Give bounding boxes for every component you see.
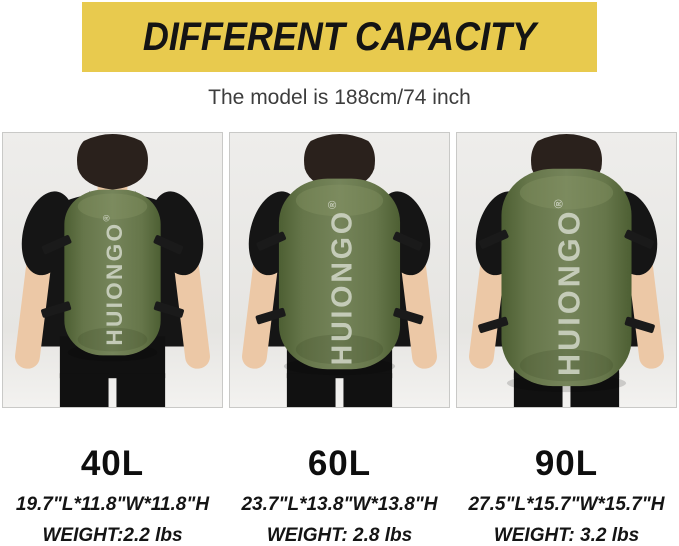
bag-body xyxy=(64,189,161,356)
bag-strap xyxy=(153,301,184,318)
bag-strap xyxy=(393,307,424,325)
bag-top-sheen xyxy=(519,175,614,210)
model-right-sleeve xyxy=(150,191,204,276)
dimensions-label: 19.7"L*11.8"W*11.8"H xyxy=(15,494,210,515)
product-photo-svg: HUIONGO® xyxy=(457,133,676,407)
bag-strap xyxy=(256,231,287,251)
model-height-note: The model is 188cm/74 inch xyxy=(208,86,471,109)
product-photo-60l: HUIONGO® xyxy=(229,132,450,408)
model-left-leg xyxy=(286,373,336,407)
bag-strap xyxy=(153,235,184,255)
product-photo-svg: HUIONGO® xyxy=(3,133,222,407)
model-right-leg xyxy=(116,373,166,407)
bag-brand-logo: HUIONGO® xyxy=(327,198,359,366)
bag-strap xyxy=(478,316,509,334)
bag-strap xyxy=(255,307,286,325)
weight-label: WEIGHT: 2.8 lbs xyxy=(266,525,413,546)
bag-top-sheen xyxy=(77,193,148,220)
model-right-arm xyxy=(400,248,437,369)
product-photo-svg: HUIONGO® xyxy=(230,133,449,407)
capacity-panel-90l: HUIONGO® 90L 27.5"L*15.7"W*15.7"H WEIGHT… xyxy=(456,132,677,545)
capacity-label: 90L xyxy=(534,444,599,483)
bag-strap xyxy=(392,231,423,251)
bag-top-sheen xyxy=(295,184,384,217)
model-left-sleeve xyxy=(21,191,75,276)
model-left-arm xyxy=(15,248,52,369)
model-hair xyxy=(77,133,148,190)
capacity-panels: HUIONGO® 40L 19.7"L*11.8"W*11.8"H WEIGHT… xyxy=(0,132,679,545)
capacity-label: 40L xyxy=(80,444,145,483)
bag-brand-logo: HUIONGO® xyxy=(102,213,127,346)
caption-60l: 60L 23.7"L*13.8"W*13.8"H WEIGHT: 2.8 lbs xyxy=(229,446,450,545)
caption-90l: 90L 27.5"L*15.7"W*15.7"H WEIGHT: 3.2 lbs xyxy=(456,446,677,545)
model-right-leg xyxy=(343,373,393,407)
weight-label: WEIGHT: 3.2 lbs xyxy=(493,525,640,546)
duffel-bag: HUIONGO® xyxy=(41,189,184,362)
caption-40l: 40L 19.7"L*11.8"W*11.8"H WEIGHT:2.2 lbs xyxy=(2,446,223,545)
bag-body xyxy=(278,178,401,370)
bag-bottom-shade xyxy=(295,334,384,365)
weight-label: WEIGHT:2.2 lbs xyxy=(42,525,183,546)
model-left-arm xyxy=(469,248,506,369)
bag-body xyxy=(501,168,632,387)
model-right-arm xyxy=(627,248,664,369)
capacity-label: 60L xyxy=(307,444,372,483)
product-photo-90l: HUIONGO® xyxy=(456,132,677,408)
bag-bottom-shade xyxy=(77,327,148,352)
model-right-arm xyxy=(173,248,210,369)
model-left-arm xyxy=(242,248,279,369)
capacity-panel-60l: HUIONGO® 60L 23.7"L*13.8"W*13.8"H WEIGHT… xyxy=(229,132,450,545)
duffel-bag: HUIONGO® xyxy=(255,178,424,376)
dimensions-label: 27.5"L*15.7"W*15.7"H xyxy=(468,494,665,515)
duffel-bag: HUIONGO® xyxy=(478,168,655,393)
capacity-panel-40l: HUIONGO® 40L 19.7"L*11.8"W*11.8"H WEIGHT… xyxy=(2,132,223,545)
bag-strap xyxy=(41,301,72,318)
bag-strap xyxy=(478,229,509,249)
product-photo-40l: HUIONGO® xyxy=(2,132,223,408)
model-left-leg xyxy=(59,373,109,407)
model-hair xyxy=(304,133,375,190)
page-title: DIFFERENT CAPACITY xyxy=(142,14,537,59)
bag-strap xyxy=(624,316,655,334)
bag-brand-logo: HUIONGO® xyxy=(552,196,587,376)
dimensions-label: 23.7"L*13.8"W*13.8"H xyxy=(241,494,438,515)
bag-bottom-shade xyxy=(519,349,614,382)
bag-strap xyxy=(41,235,72,255)
title-banner: DIFFERENT CAPACITY xyxy=(82,2,597,72)
bag-strap xyxy=(624,229,655,249)
